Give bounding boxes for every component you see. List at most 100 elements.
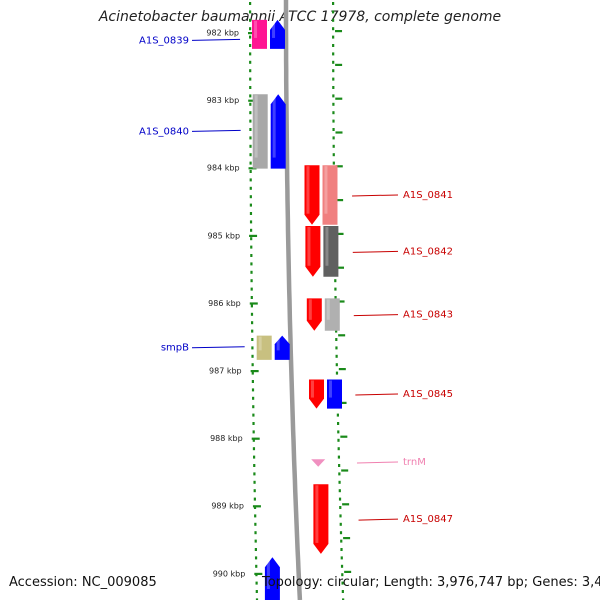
minor-tick-left — [251, 329, 254, 333]
minor-tick-left — [250, 262, 253, 266]
mid-tick-right — [335, 63, 343, 66]
gene-block[interactable] — [264, 557, 280, 600]
minor-tick-right — [332, 94, 335, 98]
major-tick — [252, 505, 261, 508]
minor-tick-left — [251, 346, 254, 350]
scale-tick-label: 988 kbp — [210, 434, 243, 443]
gene-label[interactable]: A1S_0841 — [403, 190, 453, 201]
gene-block[interactable] — [324, 298, 340, 331]
major-tick — [248, 99, 257, 102]
gene-A1S_0847[interactable] — [313, 484, 329, 554]
gene-block[interactable] — [274, 335, 290, 360]
gene-features[interactable] — [252, 19, 342, 600]
minor-tick-right — [338, 480, 341, 484]
genome-summary-text: Topology: circular; Length: 3,976,747 bp… — [262, 575, 600, 590]
gene-label[interactable]: smpB — [161, 343, 189, 354]
gene-block[interactable] — [327, 379, 342, 409]
gene-block[interactable] — [305, 226, 321, 277]
gene-A1S_0843[interactable] — [306, 298, 340, 331]
gene-label[interactable]: A1S_0842 — [403, 246, 453, 257]
gene-block-highlight — [328, 380, 332, 398]
minor-tick-left — [249, 35, 252, 39]
gene-smpB[interactable] — [256, 335, 290, 360]
minor-tick-right — [338, 497, 342, 501]
gene-unlabeled[interactable] — [264, 557, 280, 600]
mid-tick-right — [336, 232, 344, 235]
minor-tick-left — [249, 170, 252, 173]
gene-block-highlight — [324, 166, 328, 214]
gene-block-highlight — [272, 95, 276, 158]
mid-tick-right — [339, 401, 347, 404]
minor-tick-left — [249, 18, 252, 22]
mid-tick-right — [336, 199, 344, 202]
gene-block[interactable] — [270, 19, 285, 49]
minor-tick-left — [249, 60, 252, 64]
scale-tick-label: 982 kbp — [206, 29, 239, 38]
minor-tick-left — [254, 548, 257, 551]
minor-tick-left — [250, 228, 253, 232]
minor-tick-right — [340, 548, 343, 551]
gene-labels[interactable]: A1S_0839 A1S_0840 A1S_0841 A1S_0842 A1S_0843… — [139, 35, 453, 525]
scale-tick-label: 984 kbp — [207, 164, 240, 173]
minor-tick-left — [253, 506, 257, 509]
gene-A1S_0840[interactable] — [252, 94, 286, 169]
minor-tick-left — [252, 438, 255, 442]
major-tick — [248, 167, 257, 170]
gene-A1S_0845[interactable] — [309, 379, 342, 409]
gene-label[interactable]: A1S_0847 — [403, 514, 453, 525]
minor-tick-left — [249, 220, 253, 224]
map-title: Acinetobacter baumannii ATCC 17978, comp… — [98, 9, 502, 25]
gene-label[interactable]: A1S_0840 — [139, 126, 189, 137]
minor-tick-right — [340, 556, 343, 560]
gene-label[interactable]: A1S_0839 — [139, 35, 189, 46]
gene-trnM[interactable] — [311, 459, 326, 467]
scale-tick-label: 987 kbp — [209, 367, 242, 376]
minor-tick-right — [332, 27, 335, 31]
gene-block[interactable] — [252, 94, 268, 169]
gene-block-highlight — [307, 227, 311, 266]
minor-tick-left — [251, 354, 254, 358]
minor-tick-left — [254, 522, 257, 526]
gene-A1S_0842[interactable] — [305, 226, 339, 277]
gene-block-highlight — [258, 336, 262, 351]
minor-tick-right — [338, 472, 341, 476]
gene-block[interactable] — [313, 484, 329, 554]
gene-block[interactable] — [304, 165, 320, 225]
gene-block[interactable] — [311, 459, 326, 467]
gene-block-highlight — [315, 485, 319, 543]
mid-tick-right — [338, 334, 346, 337]
minor-tick-left — [255, 590, 258, 593]
minor-tick-left — [249, 102, 252, 106]
mid-tick-right — [337, 266, 345, 269]
gene-block[interactable] — [322, 165, 338, 225]
gene-block[interactable] — [309, 379, 324, 409]
gene-block[interactable] — [270, 94, 286, 169]
minor-tick-left — [249, 128, 252, 131]
minor-tick-left — [254, 531, 257, 535]
minor-tick-right — [332, 86, 335, 89]
gene-block[interactable] — [252, 19, 267, 49]
minor-tick-left — [249, 69, 252, 73]
gene-label[interactable]: trnM — [403, 457, 426, 468]
gene-block[interactable] — [256, 335, 272, 360]
gene-block-highlight — [325, 227, 329, 266]
gene-leader-line — [191, 38, 241, 41]
minor-tick-left — [252, 405, 255, 409]
minor-tick-left — [249, 136, 252, 140]
minor-tick-left — [249, 2, 252, 5]
minor-tick-left — [252, 430, 255, 434]
gene-block-highlight — [254, 95, 258, 158]
gene-block[interactable] — [306, 298, 322, 331]
gene-A1S_0841[interactable] — [304, 165, 338, 225]
mid-tick-right — [335, 30, 343, 33]
minor-tick-right — [332, 69, 335, 73]
minor-tick-left — [251, 380, 254, 383]
gene-label[interactable]: A1S_0845 — [403, 389, 453, 400]
gene-A1S_0839[interactable] — [252, 19, 285, 49]
gene-block[interactable] — [323, 226, 339, 277]
minor-tick-right — [332, 52, 335, 56]
minor-tick-left — [249, 186, 252, 190]
gene-label[interactable]: A1S_0843 — [403, 310, 453, 321]
minor-tick-left — [249, 10, 252, 14]
